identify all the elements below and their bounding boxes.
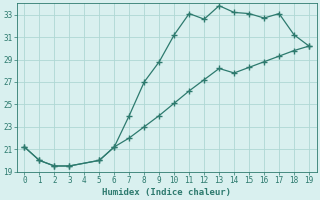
X-axis label: Humidex (Indice chaleur): Humidex (Indice chaleur) [102,188,231,197]
